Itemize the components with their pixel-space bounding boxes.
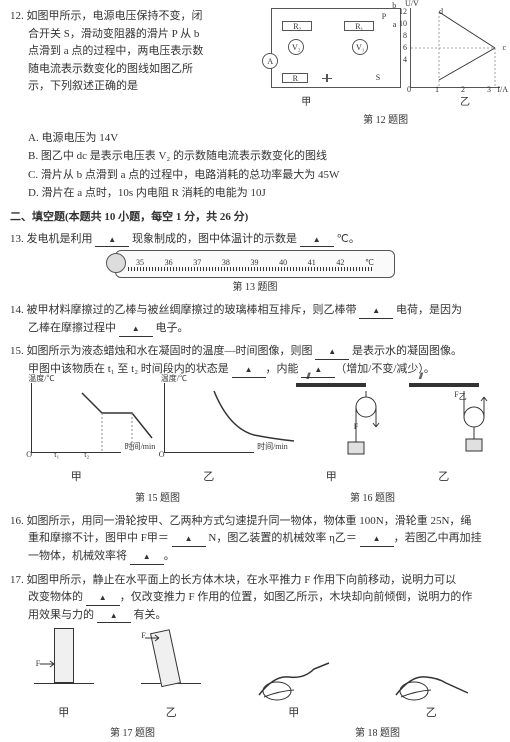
ytick: 12 bbox=[399, 6, 407, 19]
blank bbox=[300, 232, 334, 248]
cap-a: 甲 bbox=[34, 705, 94, 723]
q13-pre: 13. 发电机是利用 bbox=[10, 233, 95, 245]
blank bbox=[119, 321, 153, 337]
graph-yi: 温度/℃ 时间/min O 乙 bbox=[164, 383, 254, 487]
cap-b: 乙 bbox=[164, 469, 254, 487]
blank bbox=[315, 344, 349, 360]
q16-l1: 16. 如图所示，用同一滑轮按甲、乙两种方式匀速提升同一物体，物体重 100N，… bbox=[10, 513, 500, 531]
ylabel: 温度/℃ bbox=[161, 373, 187, 386]
lbl-V2: V₂ bbox=[288, 39, 304, 55]
cap-a: 甲 bbox=[296, 469, 366, 487]
q17-l3-pre: 用效果与力的 bbox=[28, 609, 97, 621]
F-label: F乙 bbox=[454, 389, 466, 404]
lbl-A: A bbox=[262, 53, 278, 69]
section-2-title: 二、填空题(本题共 10 小题，每空 1 分，共 26 分) bbox=[10, 209, 500, 227]
block-yi: F 乙 bbox=[141, 628, 201, 722]
lbl-V1: V₁ bbox=[352, 39, 368, 55]
blank bbox=[130, 549, 164, 565]
q15-l1-post: 是表示水的凝固图像。 bbox=[349, 345, 462, 357]
lbl-b: b bbox=[392, 0, 396, 13]
q17-l3-post: 有关。 bbox=[131, 609, 167, 621]
lbl-a: a bbox=[393, 19, 397, 32]
q12-line: 随电流表示数变化的图线如图乙所 bbox=[10, 61, 267, 79]
F-label: F bbox=[354, 421, 358, 434]
q12-caption: 第 12 题图 bbox=[271, 113, 500, 129]
q15-l1-pre: 15. 如图所示为液态蜡烛和水在凝固时的温度—时间图像，则图 bbox=[10, 345, 315, 357]
q13-caption: 第 13 题图 bbox=[10, 280, 500, 296]
q13-post: ℃。 bbox=[334, 233, 360, 245]
q16-l3-pre: 一物体，机械效率将 bbox=[28, 550, 130, 562]
lbl-P: P bbox=[382, 11, 386, 24]
circuit-diagram: P b a R₂ R₁ V₂ V₁ A R S bbox=[271, 8, 401, 88]
question-13: 13. 发电机是利用 现象制成的，图中体温计的示数是 ℃。 35 36 37 3… bbox=[10, 231, 500, 297]
fig-row-17-18: F 甲 F 乙 甲 乙 bbox=[10, 628, 500, 722]
lbl-R: R bbox=[282, 73, 308, 83]
q16-l3-post: 。 bbox=[164, 550, 175, 562]
blank bbox=[172, 531, 206, 547]
blank bbox=[97, 608, 131, 624]
cap-left: 甲 bbox=[301, 95, 311, 111]
ytick: 10 bbox=[399, 18, 407, 31]
q15-caption: 第 15 题图 bbox=[135, 491, 180, 507]
q14-l1-post: 电荷，是因为 bbox=[393, 304, 462, 316]
pt-c: c bbox=[502, 42, 506, 55]
q12-line: 合开关 S，滑动变阻器的滑片 P 从 b bbox=[10, 26, 267, 44]
q17-l2-pre: 改变物体的 bbox=[28, 591, 86, 603]
blank bbox=[360, 531, 394, 547]
q12-line: 示，下列叙述正确的是 bbox=[10, 78, 267, 96]
q16-l2-post: ，若图乙中再加挂 bbox=[394, 532, 482, 544]
cap-b: 乙 bbox=[141, 705, 201, 723]
ytick: 6 bbox=[403, 42, 407, 55]
cap-b: 乙 bbox=[409, 469, 479, 487]
cap-a: 甲 bbox=[249, 705, 339, 723]
lbl-S: S bbox=[376, 72, 380, 85]
thermometer-figure: 35 36 37 38 39 40 41 42 ℃ bbox=[115, 250, 395, 278]
graph-jia: 温度/℃ 时间/min t₁ t₂ O 甲 bbox=[31, 383, 121, 487]
q12-stem: 12. 如图甲所示，电源电压保持不变，闭 合开关 S，滑动变阻器的滑片 P 从 … bbox=[10, 8, 271, 96]
blank bbox=[359, 303, 393, 319]
pulley-yi: F乙 乙 bbox=[409, 383, 479, 487]
question-17: 17. 如图甲所示，静止在水平面上的长方体木块，在水平推力 F 作用下向前移动，… bbox=[10, 572, 500, 742]
question-15: 15. 如图所示为液态蜡烛和水在凝固时的温度—时间图像，则图 是表示水的凝固图像… bbox=[10, 343, 500, 506]
hand-yi: 乙 bbox=[386, 655, 476, 723]
cap-a: 甲 bbox=[31, 469, 121, 487]
q17-l2-post: ，仅改变推力 F 作用的位置，如图乙所示，木块却向前倾倒，说明力的作 bbox=[120, 591, 473, 603]
question-16: 16. 如图所示，用同一滑轮按甲、乙两种方式匀速提升同一物体，物体重 100N，… bbox=[10, 513, 500, 566]
q14-l2-pre: 乙棒在摩擦过程中 bbox=[28, 322, 119, 334]
q17-l1: 17. 如图甲所示，静止在水平面上的长方体木块，在水平推力 F 作用下向前移动，… bbox=[10, 572, 500, 590]
q12-line: 点滑到 a 点的过程中，两电压表示数 bbox=[10, 43, 267, 61]
q12-line: 12. 如图甲所示，电源电压保持不变，闭 bbox=[10, 8, 267, 26]
block-jia: F 甲 bbox=[34, 628, 94, 722]
hand-jia: 甲 bbox=[249, 655, 339, 723]
question-14: 14. 被甲材料摩擦过的乙棒与被丝绸摩擦过的玻璃棒相互排斥，则乙棒带 电荷，是因… bbox=[10, 302, 500, 337]
blank bbox=[86, 590, 120, 606]
q15-l2-mid: ，内能 bbox=[266, 363, 302, 375]
question-12: 12. 如图甲所示，电源电压保持不变，闭 合开关 S，滑动变阻器的滑片 P 从 … bbox=[10, 8, 500, 203]
q14-l1-pre: 14. 被甲材料摩擦过的乙棒与被丝绸摩擦过的玻璃棒相互排斥，则乙棒带 bbox=[10, 304, 359, 316]
blank bbox=[232, 362, 266, 378]
ytick: 8 bbox=[403, 30, 407, 43]
q16-l2-pre: 重和摩擦不计，图甲中 F甲＝ bbox=[28, 532, 172, 544]
q16-l2-mid: N，图乙装置的机械效率 η乙＝ bbox=[206, 532, 360, 544]
ylabel: 温度/℃ bbox=[28, 373, 54, 386]
lbl-R2: R₂ bbox=[282, 21, 312, 31]
q12-figure: P b a R₂ R₁ V₂ V₁ A R S U/V I/A 12 bbox=[271, 8, 500, 129]
q12-options: A. 电源电压为 14V B. 图乙中 dc 是表示电压表 V₂ 的示数随电流表… bbox=[10, 130, 500, 203]
voltage-current-chart: U/V I/A 12 10 8 6 4 d c 0 1 2 3 bbox=[410, 8, 500, 88]
option-b: B. 图乙中 dc 是表示电压表 V₂ 的示数随电流表示数变化的图线 bbox=[28, 148, 500, 166]
q13-mid: 现象制成的，图中体温计的示数是 bbox=[129, 233, 300, 245]
option-c: C. 滑片从 b 点滑到 a 点的过程中，电路消耗的总功率最大为 45W bbox=[28, 167, 500, 185]
option-a: A. 电源电压为 14V bbox=[28, 130, 500, 148]
q16-caption: 第 16 题图 bbox=[350, 491, 395, 507]
ytick: 4 bbox=[403, 54, 407, 67]
lbl-R1: R₁ bbox=[344, 21, 374, 31]
blank bbox=[95, 232, 129, 248]
pulley-jia: F 甲 bbox=[296, 383, 366, 487]
cap-b: 乙 bbox=[386, 705, 476, 723]
option-d: D. 滑片在 a 点时，10s 内电阻 R 消耗的电能为 10J bbox=[28, 185, 500, 203]
q14-l2-post: 电子。 bbox=[153, 322, 189, 334]
fig-row-15-16: 温度/℃ 时间/min t₁ t₂ O 甲 温度/℃ 时间/min bbox=[10, 383, 500, 487]
q15-l2-pre: 甲图中该物质在 t₁ 至 t₂ 时间段内的状态是 bbox=[28, 363, 232, 375]
